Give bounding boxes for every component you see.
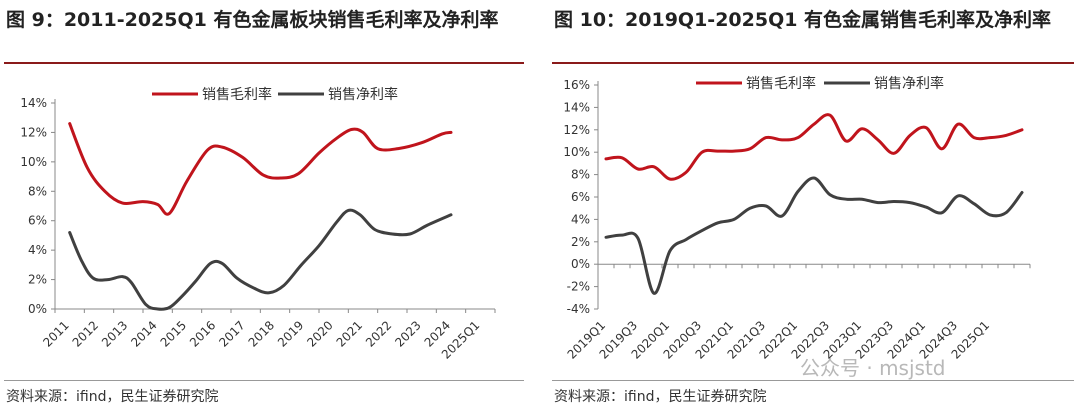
y-tick-label: 6% [571, 190, 590, 204]
legend-label: 销售净利率 [874, 75, 944, 92]
y-tick-label: 10% [20, 155, 47, 169]
x-tick-label: 2022 [363, 318, 394, 349]
source-note: 资料来源：ifind，民生证券研究院 [6, 389, 219, 405]
y-tick-label: 10% [563, 145, 590, 159]
y-tick-label: 8% [28, 184, 47, 198]
net-margin-line [604, 176, 1024, 295]
legend-label: 销售毛利率 [202, 86, 272, 103]
gross-margin-line [604, 113, 1024, 181]
x-tick-label: 2021 [334, 318, 365, 349]
x-tick-label: 2014 [128, 318, 159, 349]
net-margin-line [68, 208, 453, 311]
y-tick-label: 2% [571, 235, 590, 249]
y-tick-label: -2% [567, 280, 590, 294]
gross-margin-line [68, 122, 453, 216]
source-divider [4, 380, 524, 381]
y-tick-label: 4% [28, 243, 47, 257]
y-tick-label: 0% [571, 257, 590, 271]
x-tick-label: 2016 [187, 318, 218, 349]
x-tick-label: 2018 [246, 318, 277, 349]
y-tick-label: 14% [563, 100, 590, 114]
y-tick-label: -4% [567, 302, 590, 316]
line-chart-annual: 0%2%4%6%8%10%12%14%201120122013201420152… [20, 86, 496, 362]
line-chart-quarterly: -4%-2%0%2%4%6%8%10%12%14%16%2019Q12019Q3… [563, 75, 1031, 362]
x-tick-label: 2013 [99, 318, 130, 349]
y-tick-label: 12% [20, 125, 47, 139]
source-divider [552, 380, 1074, 381]
y-tick-label: 2% [28, 273, 47, 287]
x-tick-label: 2023 [392, 318, 423, 349]
chart-panel-right: 图 10：2019Q1-2025Q1 有色金属销售毛利率及净利率 -4% -2% 0… [548, 0, 1080, 409]
watermark: 公众号 · msjstd [800, 356, 946, 380]
x-tick-label: 2019 [275, 318, 306, 349]
x-tick-label: 2017 [216, 318, 247, 349]
legend-label: 销售净利率 [328, 86, 398, 103]
chart-title: 图 9：2011-2025Q1 有色金属板块销售毛利率及净利率 [6, 9, 499, 31]
source-note: 资料来源：ifind，民生证券研究院 [554, 389, 767, 405]
y-tick-label: 8% [571, 168, 590, 182]
y-tick-label: 12% [563, 123, 590, 137]
x-tick-label: 2020 [304, 318, 335, 349]
x-tick-label: 2011 [40, 318, 71, 349]
legend-label: 销售毛利率 [746, 75, 816, 92]
title-divider [4, 62, 524, 64]
y-tick-label: 6% [28, 214, 47, 228]
y-tick-label: 14% [20, 96, 47, 110]
title-divider [552, 62, 1074, 64]
chart-title: 图 10：2019Q1-2025Q1 有色金属销售毛利率及净利率 [554, 9, 1052, 31]
y-tick-label: 16% [563, 78, 590, 92]
y-tick-label: 4% [571, 212, 590, 226]
y-tick-label: 0% [28, 302, 47, 316]
x-tick-label: 2015 [158, 318, 189, 349]
x-tick-label: 2012 [70, 318, 101, 349]
chart-panel-left: 图 9：2011-2025Q1 有色金属板块销售毛利率及净利率 0% 2% 4% 6%… [0, 0, 530, 409]
